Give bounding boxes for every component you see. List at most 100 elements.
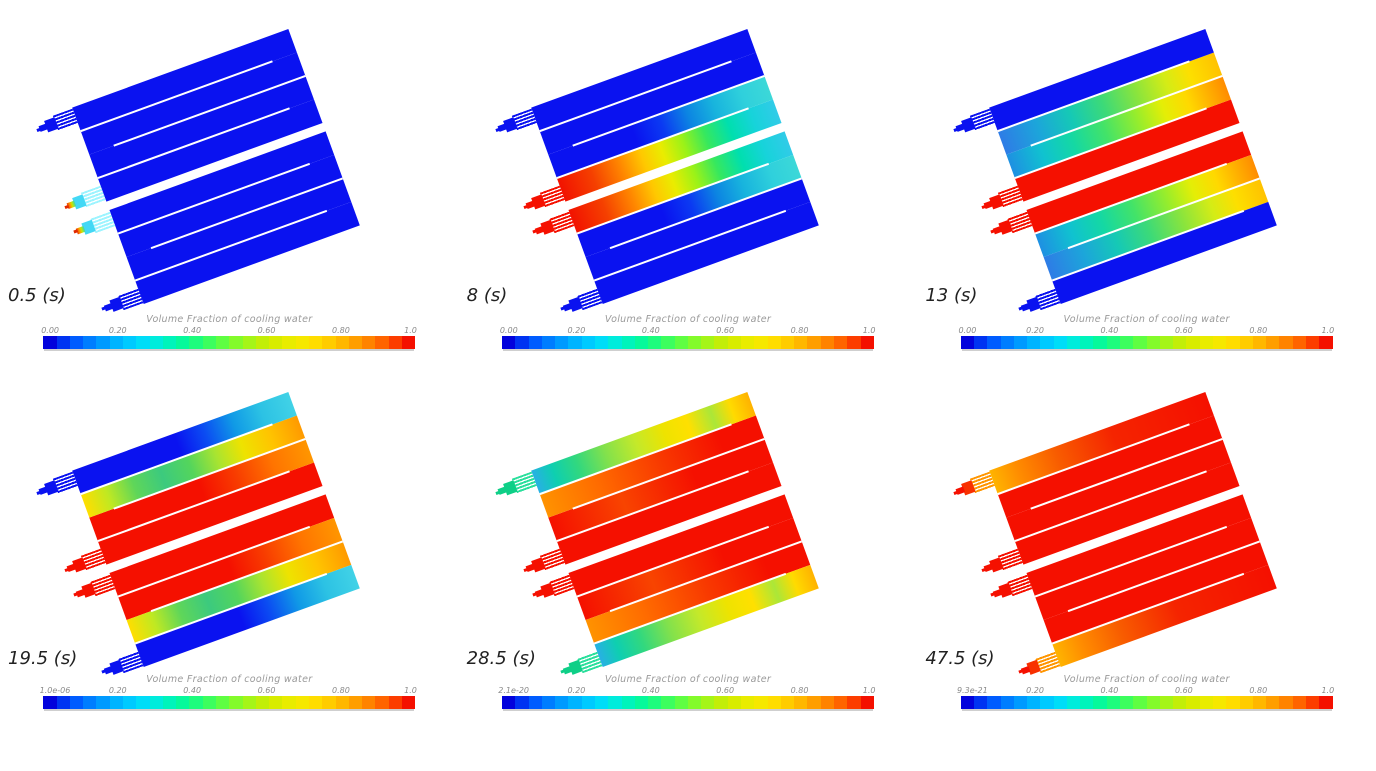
colorbar-tick: 0.00 <box>499 326 518 335</box>
colorbar-segment <box>1186 696 1200 709</box>
colorbar-segment <box>674 696 688 709</box>
inlet-connector <box>530 210 575 241</box>
time-label: 19.5 (s) <box>8 648 78 669</box>
colorbar-ticks: 9.3e-21 0.20 0.40 0.60 0.80 1.0 <box>957 685 1335 696</box>
colorbar-segment <box>1040 336 1054 349</box>
time-label: 28.5 (s) <box>466 648 536 669</box>
colorbar-segment <box>388 696 402 709</box>
colorbar-tick: 0.20 <box>108 326 127 335</box>
colorbar-tick: 0.20 <box>567 326 586 335</box>
colorbar-segment <box>780 696 795 709</box>
colorbar-tick: 0.60 <box>1174 686 1193 695</box>
colorbar-tick: 0.60 <box>257 326 276 335</box>
colorbar-segment <box>594 696 609 709</box>
colorbar-tick: 1.0e-06 <box>39 686 71 695</box>
colorbar-segment <box>1173 336 1187 349</box>
colorbar-segment <box>1266 696 1280 709</box>
colorbar-segment <box>269 336 283 349</box>
colorbar-tick: 1.0 <box>404 686 417 695</box>
colorbar-segment <box>1120 696 1134 709</box>
colorbar-segment <box>1027 336 1041 349</box>
colorbar-tick: 0.20 <box>1026 326 1044 335</box>
colorbar-tick: 2.1e-20 <box>498 686 530 695</box>
colorbar-segment <box>189 696 203 709</box>
colorbar-segment <box>215 336 230 349</box>
colorbar-segment <box>83 336 97 349</box>
colorbar-segment <box>687 696 702 709</box>
colorbar-segment <box>1279 696 1293 709</box>
inlet-connector <box>988 210 1033 241</box>
colorbar-segment <box>1066 696 1081 709</box>
colorbar-segment <box>1319 696 1333 709</box>
colorbar-segment <box>335 696 349 709</box>
colorbar-segment <box>501 336 516 349</box>
inlet-connector <box>62 548 107 579</box>
colorbar-segment <box>1106 696 1121 709</box>
colorbar-tick: 0.20 <box>567 686 586 695</box>
inlet-connector <box>62 185 107 216</box>
colorbar-segment <box>242 696 256 709</box>
colorbar-segment <box>1213 696 1227 709</box>
colorbar-segment <box>362 696 376 709</box>
colorbar-bar <box>43 336 416 349</box>
colorbar-segment <box>1226 696 1240 709</box>
colorbar-segment <box>714 696 728 709</box>
colorbar-segment <box>1013 696 1028 709</box>
colorbar-ticks: 0.00 0.20 0.40 0.60 0.80 1.0 <box>499 325 876 336</box>
colorbar-segment <box>109 336 124 349</box>
snapshot-panel-3: 13 (s) Volume Fraction of cooling water … <box>917 0 1376 385</box>
outlet-connector <box>492 108 537 139</box>
colorbar-segment <box>162 336 177 349</box>
colorbar-segment <box>1159 336 1174 349</box>
colorbar-segment <box>282 336 296 349</box>
colorbar-segment <box>807 696 821 709</box>
colorbar-segment <box>1053 336 1067 349</box>
colorbar-segment <box>242 336 256 349</box>
colorbar-segment <box>255 336 270 349</box>
colorbar-segment <box>860 696 874 709</box>
plate-assembly <box>953 28 1278 312</box>
colorbar-segment <box>123 336 137 349</box>
colorbar-segment <box>136 336 150 349</box>
colorbar-segment <box>501 696 516 709</box>
colorbar-segment <box>43 696 57 709</box>
colorbar-segment <box>555 336 569 349</box>
colorbar-segment <box>973 336 988 349</box>
colorbar-segment <box>847 336 861 349</box>
colorbar-segment <box>960 336 974 349</box>
colorbar-segment <box>1305 336 1320 349</box>
colorbar-segment <box>661 696 675 709</box>
inlet-connector <box>979 548 1024 579</box>
colorbar-segment <box>1080 696 1094 709</box>
colorbar-segment <box>1080 336 1094 349</box>
colorbar-tick: 0.40 <box>183 686 202 695</box>
colorbar-segment <box>362 336 376 349</box>
colorbar: Volume Fraction of cooling water 0.00 0.2… <box>0 314 459 349</box>
colorbar-segment <box>1213 336 1227 349</box>
time-label: 0.5 (s) <box>8 285 66 306</box>
colorbar-tick: 1.0 <box>862 326 876 335</box>
colorbar-tick: 0.80 <box>1249 326 1268 335</box>
colorbar-segment <box>401 696 416 709</box>
colorbar-segment <box>1292 336 1306 349</box>
colorbar-tick: 0.20 <box>108 686 127 695</box>
colorbar-segment <box>69 696 84 709</box>
snapshot-panel-1: 0.5 (s) Volume Fraction of cooling water… <box>0 0 459 385</box>
colorbar-segment <box>1000 696 1014 709</box>
colorbar-tick: 1.0 <box>404 326 417 335</box>
colorbar-segment <box>515 696 529 709</box>
colorbar-segment <box>847 696 861 709</box>
colorbar-segment <box>1319 336 1333 349</box>
time-label: 13 (s) <box>925 285 978 306</box>
outlet-connector <box>34 108 79 139</box>
colorbar-segment <box>754 336 768 349</box>
colorbar-segment <box>648 336 662 349</box>
snapshot-panel-2: 8 (s) Volume Fraction of cooling water 0… <box>458 0 918 385</box>
outlet-connector <box>951 108 996 139</box>
colorbar-tick: 1.0 <box>1321 686 1335 695</box>
colorbar-tick: 0.00 <box>958 326 977 335</box>
snapshot-panel-6: 47.5 (s) Volume Fraction of cooling wate… <box>917 385 1376 771</box>
colorbar-segment <box>1279 336 1293 349</box>
colorbar-segment <box>109 696 124 709</box>
plate-assembly <box>36 391 360 675</box>
